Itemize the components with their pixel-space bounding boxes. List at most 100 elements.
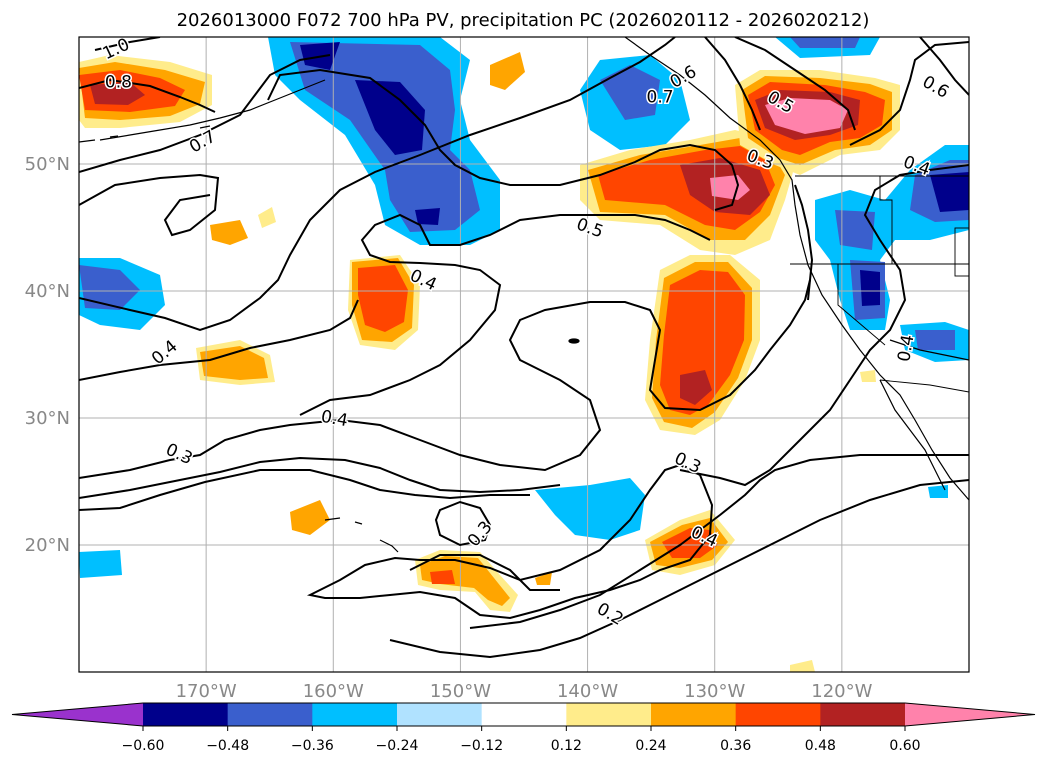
contour-label: 0.8 — [105, 72, 132, 92]
colorbar-swatch — [735, 703, 821, 726]
pv-contour — [704, 37, 761, 131]
latitude-tick-label: 50°N — [25, 154, 70, 175]
pv-contour — [409, 554, 560, 591]
colorbar-tick-label: 0.60 — [889, 738, 920, 754]
pv-contour — [849, 41, 969, 146]
contour-label: 0.4 — [319, 407, 349, 431]
pv-contour — [79, 37, 676, 332]
colorbar-tick-label: −0.24 — [376, 738, 419, 754]
colorbar-tick-label: 0.12 — [551, 738, 582, 754]
pv-contour — [79, 299, 359, 381]
pv-contour — [79, 469, 530, 511]
pv-contour — [79, 456, 561, 499]
colorbar: −0.60 −0.48 −0.36 −0.24 −0.12 0.12 0.24 0.36 0.4… — [11, 702, 1036, 754]
coastline-north-america — [624, 37, 969, 501]
pc-negative-region — [915, 330, 955, 350]
longitude-tick-label: 150°W — [430, 681, 491, 702]
colorbar-swatch — [566, 703, 652, 726]
colorbar-tick-label: 0.36 — [720, 738, 751, 754]
pc-negative-region — [860, 270, 880, 306]
pc-positive-region — [710, 175, 750, 200]
pc-positive-region — [290, 500, 330, 535]
pv-contours — [79, 37, 969, 659]
pc-negative-region — [355, 80, 425, 155]
colorbar-swatch — [312, 703, 398, 726]
pv-contour — [469, 454, 969, 629]
pv-contour — [306, 463, 714, 620]
coastline-mexico — [889, 339, 969, 361]
map-frame: 1.00.80.70.70.6 0.60.50.50.40.40.40.40.40… — [78, 36, 970, 673]
map-gridlines — [79, 37, 969, 672]
colorbar-tick-label: −0.60 — [122, 738, 165, 754]
latitude-tick-label: 30°N — [25, 408, 70, 429]
coastline-alaska-peninsula — [99, 79, 326, 141]
state-border — [954, 227, 969, 277]
colorbar-swatch — [227, 703, 313, 726]
pc-positive-region — [790, 660, 815, 672]
pv-contour — [679, 164, 969, 487]
pv-contour — [794, 184, 814, 301]
coastlines — [79, 37, 969, 553]
pc-positive-region — [210, 220, 248, 245]
pc-positive-region — [765, 98, 848, 134]
longitude-tick-label: 120°W — [811, 681, 872, 702]
pv-contour — [299, 213, 711, 416]
pc-negative-region — [79, 550, 122, 578]
latitude-tick-label: 40°N — [25, 281, 70, 302]
contour-label: 0.7 — [647, 88, 674, 108]
colorbar-swatch — [397, 703, 483, 726]
colorbar-tick-label: −0.12 — [460, 738, 503, 754]
pv-contour — [79, 78, 216, 113]
colorbar-extend-min — [12, 703, 143, 726]
pc-negative-region — [600, 65, 660, 120]
longitude-tick-label: 140°W — [557, 681, 618, 702]
border-us-mexico — [879, 379, 969, 393]
latitude-tick-labels: 20°N 30°N 40°N 50°N — [25, 154, 70, 556]
colorbar-tick-label: 0.48 — [805, 738, 836, 754]
coastline-aleutians — [79, 125, 211, 143]
pc-positive-region — [535, 572, 552, 585]
pc-positive-region — [200, 346, 268, 380]
longitude-tick-label: 160°W — [303, 681, 364, 702]
map-border — [78, 36, 970, 673]
island — [568, 338, 580, 344]
political-borders — [790, 175, 969, 393]
pv-contour — [79, 54, 331, 173]
pc-positive-region — [680, 370, 712, 405]
pc-positive-region — [490, 52, 525, 90]
pv-contour — [389, 479, 969, 659]
state-border — [837, 264, 886, 346]
colorbar-swatch — [481, 703, 567, 726]
colorbar-swatch — [820, 703, 906, 726]
colorbar-swatch — [143, 703, 229, 726]
figure-title: 2026013000 F072 700 hPa PV, precipitatio… — [177, 10, 870, 31]
pv-contour — [434, 500, 492, 547]
latitude-tick-label: 20°N — [25, 535, 70, 556]
pc-positive-region — [662, 528, 718, 558]
longitude-tick-label: 130°W — [684, 681, 745, 702]
pv-contour — [79, 279, 811, 479]
pc-negative-region — [790, 37, 860, 48]
state-border — [879, 176, 969, 265]
colorbar-swatch — [651, 703, 737, 726]
colorbar-tick-label: −0.48 — [206, 738, 249, 754]
colorbar-tick-label: −0.36 — [291, 738, 334, 754]
pc-positive-region — [430, 570, 455, 584]
pc-negative-region — [79, 265, 140, 310]
pc-negative-region — [535, 478, 645, 540]
pc-positive-region — [860, 370, 876, 382]
pv-contour — [94, 37, 161, 51]
pc-negative-region — [415, 208, 440, 225]
pc-negative-region — [835, 210, 875, 250]
pv-contour — [79, 173, 220, 237]
colorbar-tick-label: 0.24 — [635, 738, 666, 754]
colorbar-extend-max — [905, 703, 1035, 726]
pc-positive-region — [420, 556, 510, 606]
coastline-baja-california — [879, 379, 946, 491]
pc-positive-region — [258, 207, 276, 228]
longitude-tick-labels: 170°W 160°W 150°W 140°W 130°W 120°W — [176, 681, 873, 702]
longitude-tick-label: 170°W — [176, 681, 237, 702]
pv-contour — [267, 68, 740, 211]
pc-positive-region — [90, 82, 145, 105]
